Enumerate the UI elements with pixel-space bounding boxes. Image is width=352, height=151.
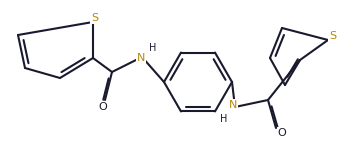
Text: S: S (329, 31, 337, 41)
Text: N: N (229, 100, 237, 110)
Text: O: O (99, 102, 107, 112)
Text: O: O (278, 128, 287, 138)
Text: N: N (137, 53, 145, 63)
Text: H: H (220, 114, 228, 124)
Text: H: H (149, 43, 157, 53)
Text: S: S (92, 13, 99, 23)
